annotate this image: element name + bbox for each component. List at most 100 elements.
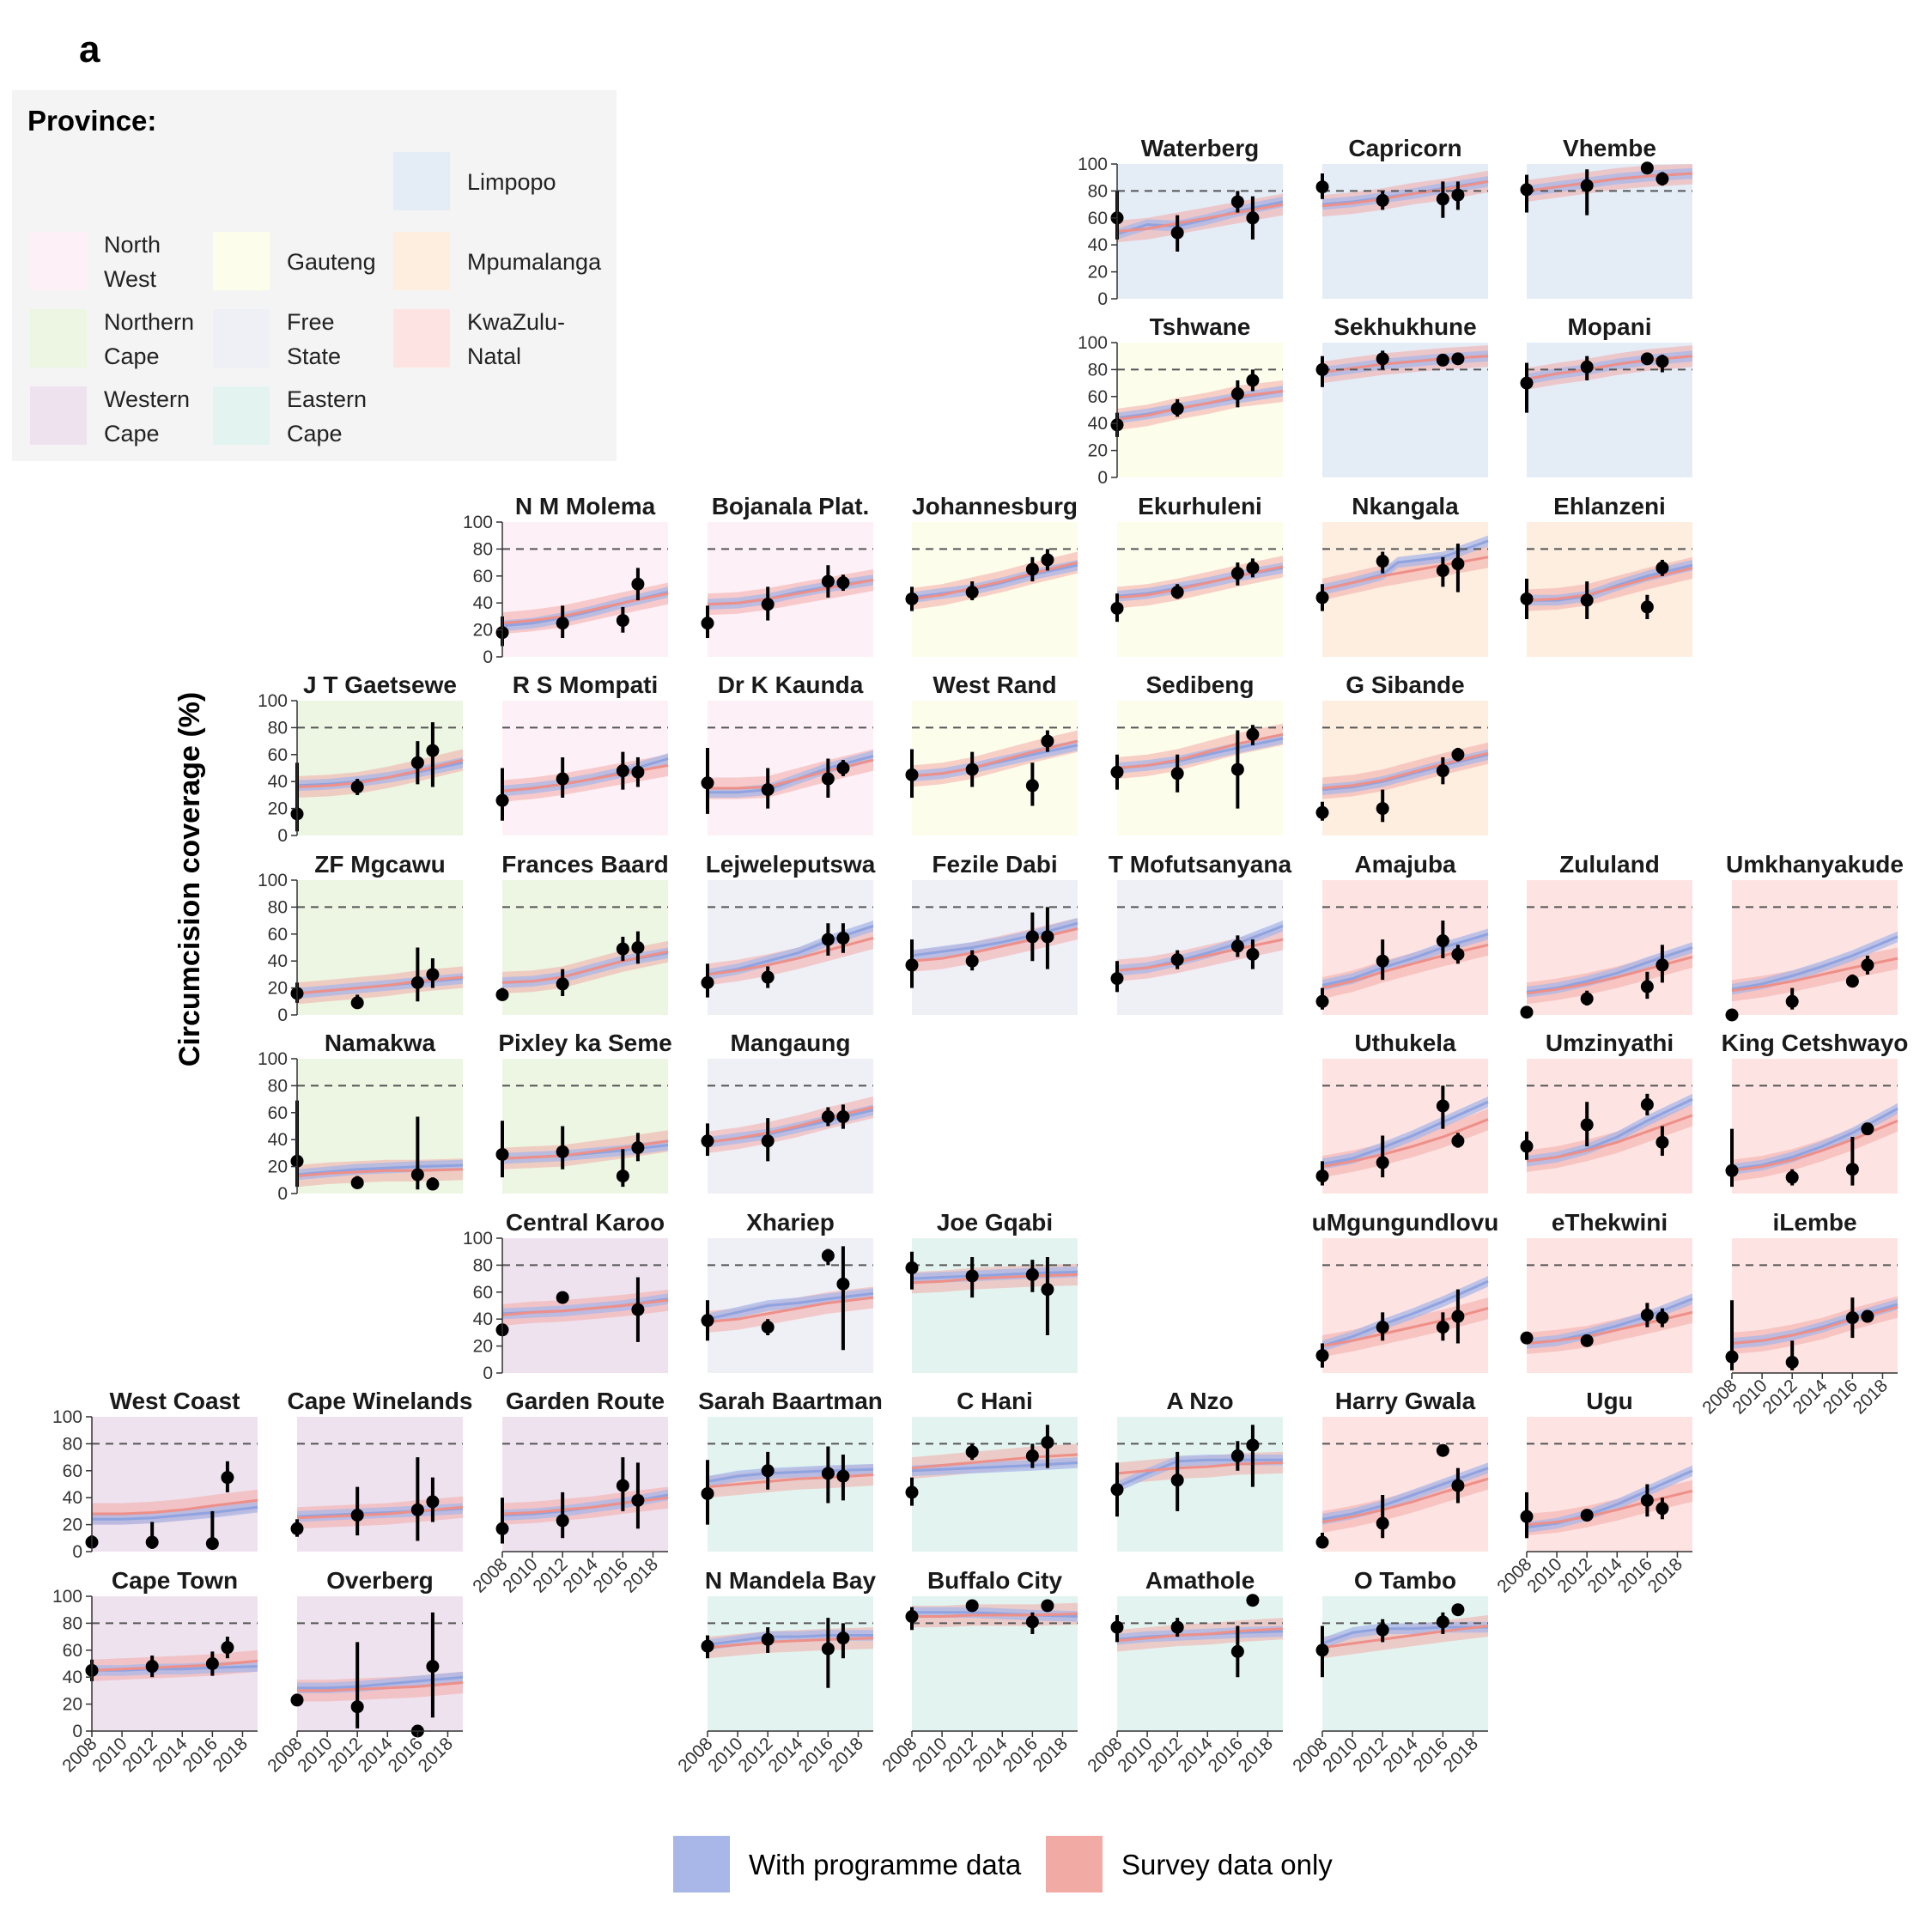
survey-point [1110,972,1124,986]
survey-point [350,780,364,793]
survey-model-line [707,1637,874,1649]
y-tick-label: 80 [268,718,288,738]
survey-point [1246,1438,1260,1452]
panel-title: Pixley ka Seme [498,1030,671,1056]
survey-point [1785,1170,1799,1184]
panel-title: R S Mompati [513,671,659,698]
panel-harry-gwala: Harry Gwala [1315,1388,1489,1552]
x-tick-label: 2016 [1205,1734,1247,1776]
survey-point [1376,1516,1389,1530]
province-legend-box [12,90,617,461]
x-tick-label: 2018 [210,1734,252,1776]
panel-sarah-baartman: Sarah Baartman [698,1388,883,1552]
panel-title: N Mandela Bay [705,1567,877,1594]
panel-mopani: Mopani [1520,313,1693,477]
panel-lejweleputswa: Lejweleputswa [701,851,876,1015]
survey-point [1170,402,1184,416]
survey-point [1230,1449,1244,1463]
y-tick-label: 0 [277,826,288,846]
legend-key-label: State [287,343,341,369]
survey-model-line [1321,556,1489,591]
panel-background [1117,1417,1283,1552]
panel-background [912,1238,1078,1373]
y-tick-label: 60 [1088,387,1108,407]
panel-title: Ugu [1586,1388,1632,1414]
survey-point [426,744,440,757]
panel-nkangala: Nkangala [1315,493,1489,657]
y-tick-label: 0 [72,1542,82,1562]
survey-point [821,1467,835,1480]
panel-title: Namakwa [325,1030,436,1056]
y-axis-label: Circumcision coverage (%) [173,692,206,1066]
legend-key-gauteng [213,232,270,290]
survey-point [701,1486,714,1500]
panel-title: Fezile Dabi [932,851,1057,878]
survey-point [1041,1599,1054,1613]
survey-point [1580,179,1594,192]
y-tick-label: 80 [63,1434,82,1454]
x-tick-label: 2012 [939,1734,981,1776]
survey-model-line [1116,565,1284,599]
survey-point [1725,1163,1739,1177]
x-tick-label: 2012 [529,1554,571,1596]
y-tick-label: 20 [268,979,288,999]
panel-title: O Tambo [1354,1567,1456,1594]
panel-title: Garden Route [506,1388,665,1414]
survey-point [631,1493,645,1507]
survey-model-line [1731,1305,1899,1345]
survey-point [1436,1615,1449,1629]
survey-point [1315,1643,1329,1657]
panel-r-s-mompati: R S Mompati [495,671,669,835]
y-tick-label: 40 [268,772,288,792]
programme-line [1731,1107,1899,1171]
panel-sedibeng: Sedibeng [1110,671,1284,835]
legend-key-label: Eastern [287,386,367,412]
legend-programme-label: With programme data [749,1849,1022,1880]
y-tick-label: 20 [1088,441,1108,461]
programme-line [1321,753,1489,792]
x-tick-label: 2018 [620,1554,662,1596]
survey-point [1451,1479,1465,1492]
panel-title: eThekwini [1552,1209,1668,1236]
y-tick-label: 60 [268,1103,288,1123]
survey-point [1246,947,1260,961]
survey-point [1376,352,1389,366]
x-tick-label: 2018 [415,1734,457,1776]
y-tick-label: 80 [63,1613,82,1633]
survey-point [836,1277,850,1291]
survey-point [350,996,364,1010]
y-tick-label: 0 [72,1722,82,1741]
survey-point [1520,183,1534,197]
survey-point [1725,1350,1739,1364]
survey-model-line [1526,1489,1693,1527]
survey-point [836,1469,850,1483]
survey-point [1436,192,1449,206]
programme-ci-band [1322,1097,1488,1170]
programme-line [1321,933,1489,987]
survey-point [821,933,835,946]
survey-point [701,1639,714,1653]
panel-title: J T Gaetsewe [303,671,457,698]
survey-model-line [1321,1477,1489,1523]
survey-model-line [296,975,464,995]
survey-point [495,987,509,1001]
legend-key-free_state [213,309,270,368]
survey-ci-band [1732,947,1898,1002]
survey-point [1656,958,1669,972]
survey-model-line [708,758,874,790]
panel-tshwane: Tshwane 0 20 40 60 80 100 [1078,313,1284,488]
panel-title: Bojanala Plat. [712,493,870,519]
survey-point [761,1632,775,1646]
survey-point [1520,592,1534,605]
survey-point [1110,1620,1124,1634]
survey-model-line [501,1139,669,1160]
survey-point [556,1514,569,1528]
survey-point [205,1537,219,1551]
survey-point [965,586,979,599]
survey-point [1656,1311,1669,1325]
survey-point [761,1134,775,1148]
y-tick-label: 60 [63,1641,82,1661]
survey-point [1315,1349,1329,1363]
panel-background [1117,1596,1283,1731]
